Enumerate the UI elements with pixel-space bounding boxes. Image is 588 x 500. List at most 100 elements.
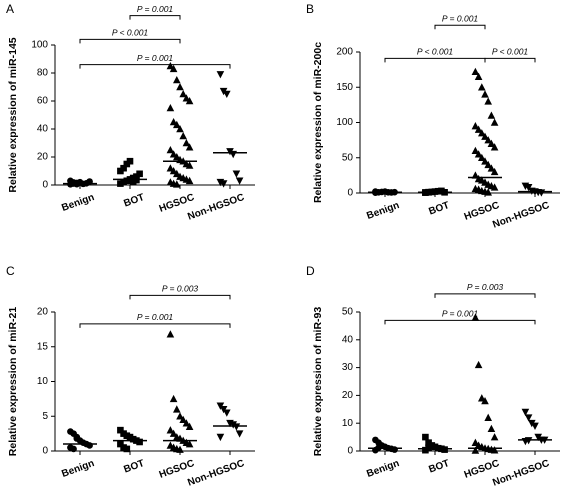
y-tick-label: 100 <box>31 40 48 51</box>
significance-label: P = 0.001 <box>137 53 174 63</box>
data-point <box>235 177 244 185</box>
data-point <box>471 313 480 321</box>
data-point <box>487 424 496 433</box>
data-point <box>126 157 134 165</box>
y-tick-label: 5 <box>42 411 48 422</box>
y-tick-label: 0 <box>347 188 353 199</box>
significance-bracket <box>79 323 231 328</box>
data-point <box>223 90 231 98</box>
data-point <box>176 412 184 420</box>
data-point <box>481 132 489 140</box>
data-point <box>484 160 492 169</box>
panel-label: A <box>6 2 14 16</box>
y-axis-label: Relative expression of miR-21 <box>7 307 19 457</box>
significance-label: P = 0.001 <box>137 4 174 14</box>
data-point <box>484 136 492 144</box>
significance-label: P = 0.001 <box>442 13 479 23</box>
data-point <box>173 405 181 413</box>
data-point <box>524 437 533 445</box>
significance-bracket <box>384 319 536 325</box>
y-tick-label: 10 <box>342 418 354 429</box>
data-point <box>487 139 496 147</box>
data-point <box>123 445 131 453</box>
data-point <box>216 71 225 79</box>
data-point <box>185 161 194 169</box>
data-point <box>521 408 530 417</box>
data-point <box>478 83 486 91</box>
data-point <box>219 180 228 188</box>
y-tick-label: 30 <box>342 362 354 373</box>
x-tick-label: BOT <box>427 200 451 218</box>
data-point <box>229 150 237 159</box>
y-tick-label: 100 <box>336 117 353 128</box>
data-point <box>235 430 244 438</box>
x-tick-label: Non-HGSOC <box>186 458 246 489</box>
x-tick-label: Benign <box>60 458 96 480</box>
data-point <box>166 426 175 434</box>
data-point <box>166 330 175 338</box>
significance-label: P < 0.001 <box>492 47 529 57</box>
significance-bracket <box>129 15 181 20</box>
data-point <box>136 170 143 178</box>
data-point <box>117 440 124 448</box>
data-point <box>391 446 398 453</box>
data-point <box>524 414 533 422</box>
data-point <box>185 143 194 151</box>
x-tick-label: BOT <box>122 458 146 476</box>
data-point <box>232 423 241 431</box>
y-tick-label: 10 <box>37 376 49 387</box>
data-point <box>185 440 194 448</box>
y-tick-label: 20 <box>342 390 354 401</box>
y-tick-label: 80 <box>37 68 49 79</box>
data-point <box>490 183 499 191</box>
y-tick-label: 40 <box>37 124 49 135</box>
data-point <box>481 90 489 98</box>
data-point <box>478 129 486 137</box>
data-point <box>474 150 483 158</box>
data-point <box>185 97 194 105</box>
significance-label: P < 0.001 <box>417 47 454 57</box>
data-point <box>182 139 191 147</box>
data-point <box>229 421 237 429</box>
data-point <box>179 90 187 98</box>
data-point <box>173 76 181 84</box>
data-point <box>185 176 194 185</box>
x-tick-label: BOT <box>427 458 451 476</box>
data-point <box>471 446 480 454</box>
y-tick-label: 200 <box>336 47 353 58</box>
y-tick-label: 40 <box>342 334 354 345</box>
y-tick-label: 0 <box>42 180 48 191</box>
data-point <box>166 104 175 112</box>
significance-bracket <box>129 294 231 300</box>
x-tick-label: Non-HGSOC <box>491 200 551 231</box>
y-tick-label: 0 <box>42 446 48 457</box>
data-point <box>471 146 480 154</box>
panel-label: B <box>306 2 314 16</box>
data-point <box>471 67 480 76</box>
data-point <box>179 415 187 424</box>
data-point <box>490 118 499 126</box>
data-point <box>173 120 181 129</box>
data-point <box>136 438 143 446</box>
data-point <box>169 394 178 403</box>
y-tick-label: 20 <box>37 307 49 318</box>
data-point <box>441 446 448 453</box>
x-tick-label: Non-HGSOC <box>186 192 246 223</box>
x-tick-label: BOT <box>122 192 146 210</box>
y-tick-label: 0 <box>347 446 353 457</box>
data-point <box>490 446 499 454</box>
y-tick-label: 60 <box>37 96 49 107</box>
x-tick-label: Benign <box>365 200 401 222</box>
data-point <box>490 167 499 176</box>
data-point <box>223 409 231 417</box>
panel-label: C <box>6 264 15 278</box>
significance-label: P = 0.001 <box>442 309 479 319</box>
data-point <box>176 83 184 91</box>
data-point <box>487 111 496 119</box>
significance-bracket <box>384 57 486 63</box>
x-tick-label: Non-HGSOC <box>491 458 551 489</box>
y-axis-label: Relative expression of miR-200c <box>312 42 324 203</box>
data-point <box>86 442 93 449</box>
panel-label: D <box>306 264 315 278</box>
